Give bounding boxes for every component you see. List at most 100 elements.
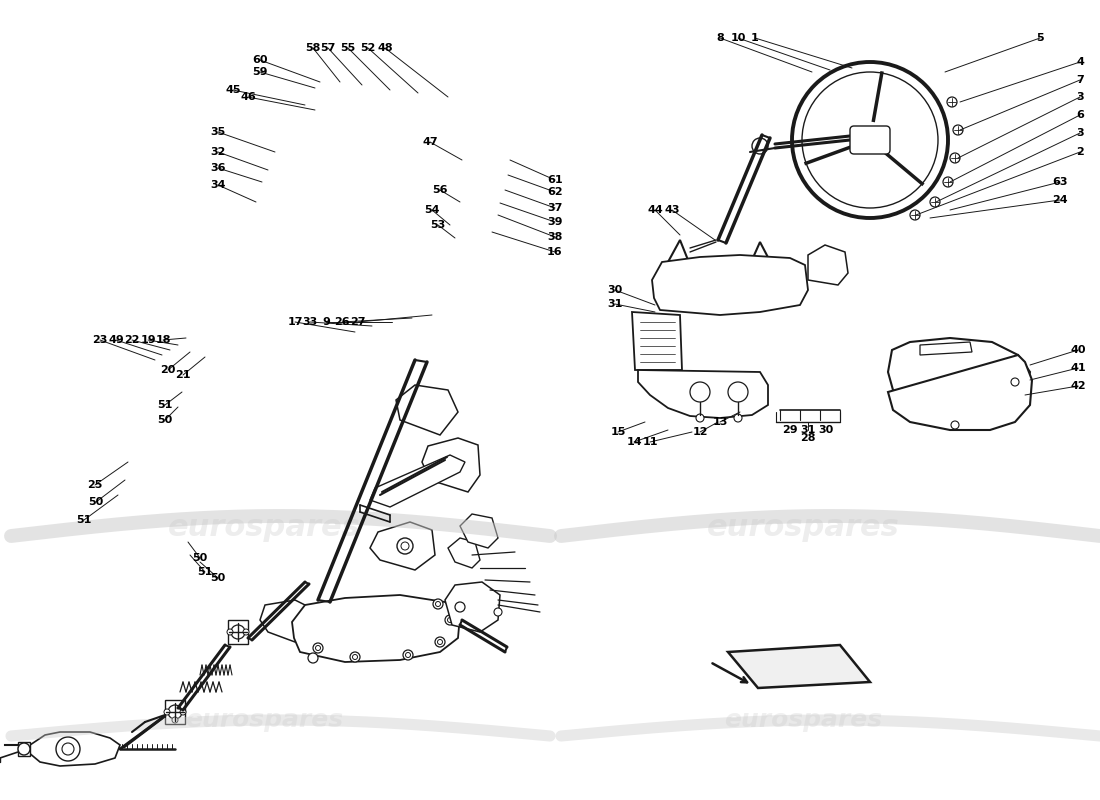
Circle shape	[448, 618, 452, 622]
Circle shape	[792, 62, 948, 218]
Text: eurospares: eurospares	[185, 708, 343, 732]
Circle shape	[231, 625, 245, 639]
Polygon shape	[888, 338, 1030, 412]
Circle shape	[947, 97, 957, 107]
Text: 33: 33	[302, 317, 318, 327]
Text: 42: 42	[1070, 381, 1086, 391]
Text: 5: 5	[1036, 33, 1044, 43]
Text: 16: 16	[547, 247, 563, 257]
Text: 62: 62	[547, 187, 563, 197]
Polygon shape	[446, 582, 501, 632]
Circle shape	[168, 705, 182, 719]
Polygon shape	[448, 538, 480, 568]
Polygon shape	[396, 385, 458, 435]
Circle shape	[728, 382, 748, 402]
Text: 1: 1	[751, 33, 759, 43]
Circle shape	[1011, 378, 1019, 386]
Polygon shape	[920, 342, 972, 355]
Text: 15: 15	[610, 427, 626, 437]
Text: 44: 44	[647, 205, 663, 215]
Text: 51: 51	[76, 515, 91, 525]
Text: 31: 31	[801, 425, 816, 435]
Text: 8: 8	[716, 33, 724, 43]
Circle shape	[180, 709, 186, 715]
Circle shape	[227, 629, 233, 635]
Text: 17: 17	[287, 317, 303, 327]
Text: 31: 31	[607, 299, 623, 309]
Circle shape	[943, 177, 953, 187]
Circle shape	[950, 153, 960, 163]
Text: 13: 13	[713, 417, 728, 427]
Circle shape	[953, 125, 962, 135]
Circle shape	[850, 120, 890, 160]
Circle shape	[56, 737, 80, 761]
Text: 10: 10	[730, 33, 746, 43]
Text: 12: 12	[692, 427, 707, 437]
Text: 55: 55	[340, 43, 355, 53]
Circle shape	[314, 643, 323, 653]
Polygon shape	[745, 242, 782, 310]
Text: 59: 59	[252, 67, 267, 77]
Polygon shape	[260, 600, 315, 642]
Circle shape	[18, 743, 30, 755]
Text: 36: 36	[210, 163, 225, 173]
Text: 30: 30	[818, 425, 834, 435]
Text: 52: 52	[361, 43, 376, 53]
Text: 47: 47	[422, 137, 438, 147]
Text: 23: 23	[92, 335, 108, 345]
Polygon shape	[652, 255, 808, 315]
Text: 37: 37	[548, 203, 563, 213]
Text: 51: 51	[197, 567, 212, 577]
Circle shape	[860, 130, 880, 150]
Circle shape	[752, 138, 768, 154]
Text: 49: 49	[108, 335, 124, 345]
Circle shape	[350, 652, 360, 662]
Polygon shape	[370, 455, 465, 507]
Text: 7: 7	[1076, 75, 1084, 85]
Circle shape	[172, 717, 178, 723]
Circle shape	[930, 197, 940, 207]
Text: 30: 30	[607, 285, 623, 295]
Text: 50: 50	[210, 573, 225, 583]
Text: 50: 50	[192, 553, 208, 563]
Text: 63: 63	[1053, 177, 1068, 187]
Text: 3: 3	[1076, 128, 1084, 138]
Polygon shape	[228, 620, 248, 644]
Circle shape	[910, 210, 920, 220]
Circle shape	[494, 608, 502, 616]
Polygon shape	[808, 245, 848, 285]
Text: 38: 38	[548, 232, 563, 242]
Polygon shape	[292, 595, 460, 662]
Text: 50: 50	[157, 415, 173, 425]
Text: 9: 9	[322, 317, 330, 327]
Text: 4: 4	[1076, 57, 1084, 67]
Text: 41: 41	[1070, 363, 1086, 373]
Polygon shape	[28, 732, 120, 766]
Text: 45: 45	[226, 85, 241, 95]
Polygon shape	[658, 240, 695, 308]
Text: 32: 32	[210, 147, 225, 157]
Text: 22: 22	[124, 335, 140, 345]
Text: 58: 58	[306, 43, 321, 53]
Text: 19: 19	[140, 335, 156, 345]
Circle shape	[696, 414, 704, 422]
Circle shape	[308, 653, 318, 663]
Text: 27: 27	[350, 317, 365, 327]
Text: 21: 21	[175, 370, 190, 380]
Text: 11: 11	[642, 437, 658, 447]
Text: 6: 6	[1076, 110, 1084, 120]
Circle shape	[446, 615, 455, 625]
Circle shape	[436, 602, 440, 606]
Circle shape	[243, 629, 249, 635]
Circle shape	[434, 637, 446, 647]
Polygon shape	[422, 438, 480, 492]
Text: 24: 24	[1053, 195, 1068, 205]
Text: 35: 35	[210, 127, 225, 137]
Circle shape	[164, 709, 170, 715]
Circle shape	[403, 650, 412, 660]
Text: 46: 46	[240, 92, 256, 102]
Text: 50: 50	[88, 497, 103, 507]
Circle shape	[952, 421, 959, 429]
Text: eurospares: eurospares	[167, 514, 361, 542]
Text: eurospares: eurospares	[724, 708, 882, 732]
